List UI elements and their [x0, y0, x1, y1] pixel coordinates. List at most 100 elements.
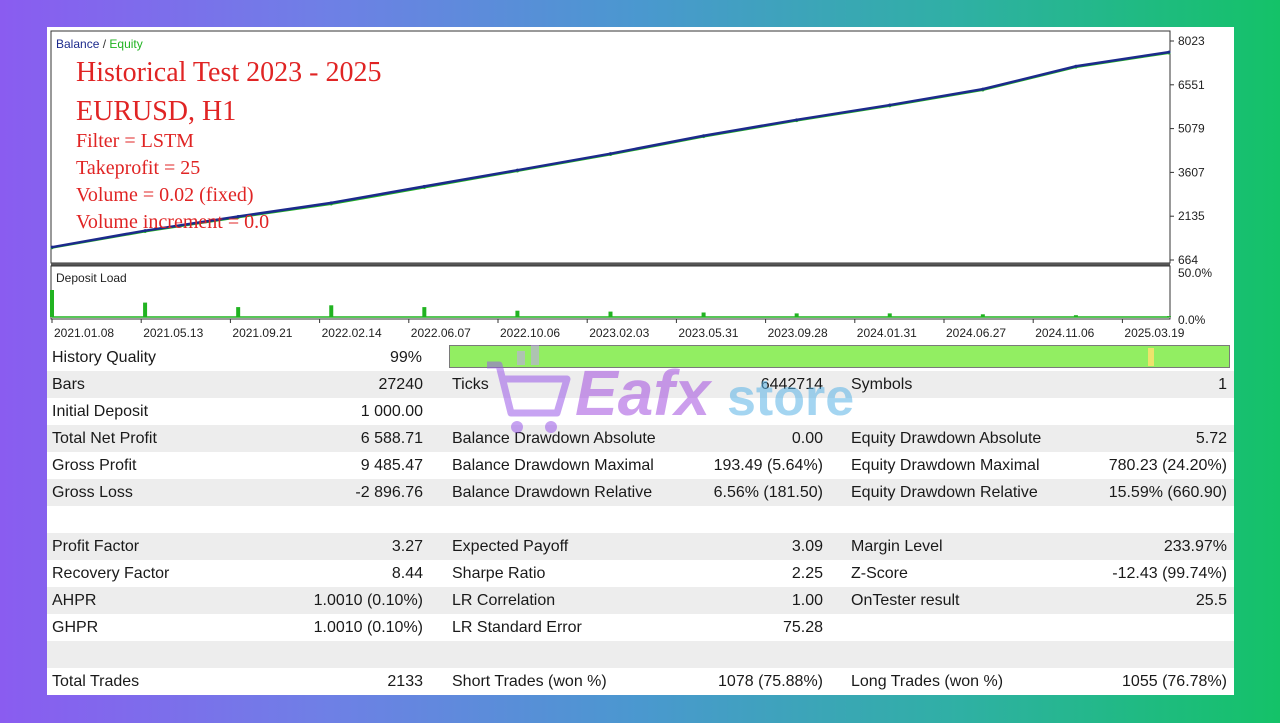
x-tick-label: 2023.02.03 — [589, 326, 649, 340]
ahpr-label: AHPR — [52, 592, 97, 609]
profit-factor-label: Profit Factor — [52, 538, 140, 555]
panel-divider — [51, 263, 1170, 266]
margin-level-value: 233.97% — [1163, 538, 1227, 555]
chart-legend: Balance / Equity — [56, 37, 143, 51]
stats-row-quality: History Quality 99% — [47, 344, 1234, 371]
x-tick-label: 2022.10.06 — [500, 326, 560, 340]
stats-row-ahpr: AHPR 1.0010 (0.10%) LR Correlation 1.00 … — [47, 587, 1234, 614]
deposit-load-bar — [887, 313, 892, 317]
ticks-label: Ticks — [452, 376, 489, 393]
balance-dd-rel-label: Balance Drawdown Relative — [452, 484, 653, 501]
profit-factor-value: 3.27 — [391, 538, 423, 555]
deposit-load-bar — [794, 313, 799, 317]
x-tick-label: 2021.09.21 — [232, 326, 292, 340]
equity-dd-max-value: 780.23 (24.20%) — [1108, 457, 1227, 474]
margin-level-label: Margin Level — [851, 538, 943, 555]
total-net-profit-value: 6 588.71 — [360, 430, 423, 447]
balance-point — [981, 87, 985, 91]
main-y-tick-label: 8023 — [1178, 34, 1205, 48]
date-axis: 2021.01.08 2021.05.13 2021.09.21 2022.02.14… — [51, 319, 1185, 340]
ticks-value: 6442714 — [760, 376, 823, 393]
x-tick-label: 2024.06.27 — [946, 326, 1006, 340]
initial-deposit-label: Initial Deposit — [52, 403, 149, 420]
balance-dd-abs-label: Balance Drawdown Absolute — [452, 430, 656, 447]
deposit-load-bar — [143, 302, 148, 317]
balance-dd-max-value: 193.49 (5.64%) — [713, 457, 823, 474]
balance-point — [702, 134, 706, 138]
balance-point — [422, 184, 426, 188]
expected-payoff-value: 3.09 — [791, 538, 823, 555]
statistics-table: History Quality 99% Bars 27240 Ticks 644… — [47, 344, 1234, 695]
overlay-title-line2: EURUSD, H1 — [76, 96, 236, 127]
balance-dd-abs-value: 0.00 — [791, 430, 823, 447]
legend-balance: Balance — [56, 37, 100, 51]
history-quality-label: History Quality — [52, 349, 157, 366]
x-tick-label: 2023.09.28 — [768, 326, 828, 340]
deposit-load-bar — [608, 311, 613, 317]
overlay-annotations: Historical Test 2023 - 2025 EURUSD, H1 F… — [76, 57, 381, 233]
x-tick-label: 2021.05.13 — [143, 326, 203, 340]
x-tick-label: 2023.05.31 — [678, 326, 738, 340]
legend-separator: / — [103, 37, 107, 51]
stats-row-gross-profit: Gross Profit 9 485.47 Balance Drawdown M… — [47, 452, 1234, 479]
gross-profit-label: Gross Profit — [52, 457, 137, 474]
stats-row-gross-loss: Gross Loss -2 896.76 Balance Drawdown Re… — [47, 479, 1234, 506]
x-tick-label: 2024.11.06 — [1035, 326, 1094, 340]
lr-correlation-label: LR Correlation — [452, 592, 556, 609]
deposit-load-bar — [1073, 315, 1078, 317]
total-trades-value: 2133 — [387, 673, 423, 690]
main-y-tick-label: 664 — [1178, 253, 1198, 267]
balance-point — [609, 152, 612, 156]
long-trades-label: Long Trades (won %) — [851, 673, 1004, 690]
stats-row-spacer-2 — [47, 641, 1234, 668]
equity-dd-rel-value: 15.59% (660.90) — [1108, 484, 1227, 501]
long-trades-value: 1055 (76.78%) — [1122, 673, 1227, 690]
total-trades-label: Total Trades — [52, 673, 140, 690]
stats-row-spacer-1 — [47, 506, 1234, 533]
deposit-load-y-axis: 50.0% 0.0% — [1178, 266, 1212, 327]
short-trades-label: Short Trades (won %) — [452, 673, 607, 690]
deposit-load-bar — [980, 314, 985, 317]
deposit-load-bar — [701, 312, 706, 317]
history-quality-value: 99% — [389, 349, 422, 366]
stats-row-bars: Bars 27240 Ticks 6442714 Symbols 1 — [47, 371, 1234, 398]
x-tick-label: 2022.06.07 — [411, 326, 471, 340]
balance-point — [1167, 50, 1171, 54]
balance-dd-max-label: Balance Drawdown Maximal — [452, 457, 654, 474]
gross-profit-value: 9 485.47 — [360, 457, 423, 474]
main-y-tick-label: 5079 — [1178, 122, 1205, 136]
deposit-load-bar — [50, 290, 54, 317]
equity-dd-abs-label: Equity Drawdown Absolute — [851, 430, 1042, 447]
overlay-volume-increment: Volume increment = 0.0 — [76, 211, 269, 233]
initial-deposit-value: 1 000.00 — [360, 403, 423, 420]
balance-point — [515, 168, 519, 172]
balance-point — [1074, 64, 1078, 68]
short-trades-value: 1078 (75.88%) — [718, 673, 823, 690]
balance-point — [236, 214, 240, 218]
total-net-profit-label: Total Net Profit — [52, 430, 157, 447]
deposit-load-frame — [50, 265, 1171, 320]
stats-row-recovery: Recovery Factor 8.44 Sharpe Ratio 2.25 Z… — [47, 560, 1234, 587]
recovery-factor-value: 8.44 — [391, 565, 423, 582]
equity-dd-rel-label: Equity Drawdown Relative — [851, 484, 1038, 501]
x-tick-label: 2021.01.08 — [54, 326, 114, 340]
deposit-load-bar — [236, 307, 241, 317]
x-tick-label: 2025.03.19 — [1124, 326, 1184, 340]
backtest-report-panel: 8023 6551 5079 3607 2135 664 Balance / Equity… — [47, 27, 1234, 695]
ghpr-label: GHPR — [52, 619, 99, 636]
symbols-label: Symbols — [851, 376, 913, 393]
main-chart-frame — [50, 30, 1171, 264]
legend-equity: Equity — [109, 37, 142, 51]
equity-dd-abs-value: 5.72 — [1195, 430, 1227, 447]
bars-label: Bars — [52, 376, 85, 393]
expected-payoff-label: Expected Payoff — [452, 538, 569, 555]
main-plot-area — [50, 50, 1171, 250]
deposit-load-bar — [515, 310, 520, 317]
x-tick-label: 2022.02.14 — [322, 326, 382, 340]
overlay-filter: Filter = LSTM — [76, 130, 194, 152]
stats-row-ghpr: GHPR 1.0010 (0.10%) LR Standard Error 75… — [47, 614, 1234, 641]
ontester-value: 25.5 — [1195, 592, 1227, 609]
equity-dd-max-label: Equity Drawdown Maximal — [851, 457, 1040, 474]
main-y-tick-label: 6551 — [1178, 78, 1205, 92]
balance-point — [329, 201, 333, 205]
